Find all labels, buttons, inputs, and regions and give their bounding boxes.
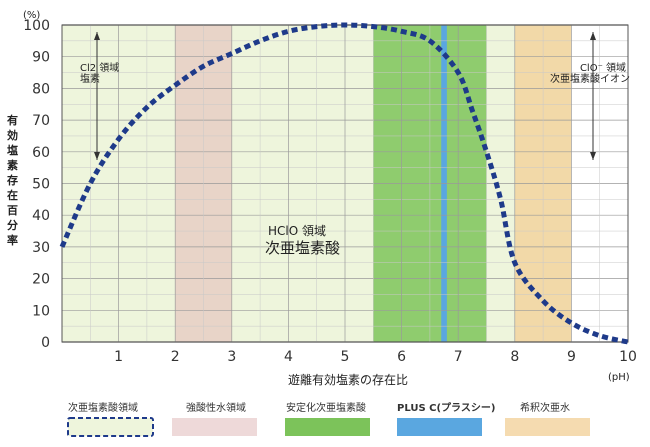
x-tick-label-1: 2 xyxy=(171,349,180,365)
y-tick-label-7: 70 xyxy=(32,113,50,129)
x-tick-label-5: 6 xyxy=(397,349,406,365)
x-tick-label-8: 9 xyxy=(567,349,576,365)
y-title-char-8: 率 xyxy=(7,233,18,247)
legend-swatch-4 xyxy=(505,418,590,436)
legend-swatch-2 xyxy=(285,418,370,436)
y-title-char-3: 素 xyxy=(7,158,18,172)
x-tick-label-2: 3 xyxy=(227,349,236,365)
legend-swatch-1 xyxy=(172,418,257,436)
y-title-char-0: 有 xyxy=(7,113,18,127)
legend-label-2: 安定化次亜塩素酸 xyxy=(286,401,366,414)
annotation-cl2-line2: 塩素 xyxy=(80,72,100,85)
y-title-char-1: 効 xyxy=(7,128,18,142)
x-tick-label-6: 7 xyxy=(454,349,463,365)
annotation-hclo-line2: 次亜塩素酸 xyxy=(265,239,340,257)
y-tick-label-5: 50 xyxy=(32,177,50,193)
legend-swatch-3 xyxy=(397,418,482,436)
x-tick-label-9: 10 xyxy=(619,349,637,365)
legend: 次亜塩素酸領域 強酸性水領域 安定化次亜塩素酸 PLUS C(プラスシー) 希釈次亜水 xyxy=(67,401,590,437)
ticks-layer: 0 10 20 30 40 50 60 70 80 90 100 1 2 3 4 5 6 7 8 9 10 xyxy=(23,18,637,365)
y-tick-label-9: 90 xyxy=(32,50,50,66)
y-tick-label-0: 0 xyxy=(41,335,50,351)
y-tick-label-4: 40 xyxy=(32,208,50,224)
y-title-char-7: 分 xyxy=(7,218,18,232)
legend-swatch-0 xyxy=(67,417,154,437)
y-title-char-5: 在 xyxy=(7,188,18,202)
y-title-char-2: 塩 xyxy=(7,143,18,157)
annotation-cl2-line1: Cl2 領域 xyxy=(80,61,119,74)
y-tick-label-2: 20 xyxy=(32,272,50,288)
legend-label-3: PLUS C(プラスシー) xyxy=(397,401,495,414)
y-title-char-4: 存 xyxy=(7,173,18,187)
y-tick-label-3: 30 xyxy=(32,240,50,256)
x-tick-label-4: 5 xyxy=(341,349,350,365)
annotation-clo-line1: ClO⁻ 領域 xyxy=(580,61,626,74)
y-unit-label: (%) xyxy=(23,10,40,21)
x-unit-label: (pH) xyxy=(608,372,630,383)
y-tick-label-10: 100 xyxy=(23,18,50,34)
series-line xyxy=(59,22,629,345)
x-axis-title: 遊離有効塩素の存在比 xyxy=(288,372,408,387)
y-tick-label-8: 80 xyxy=(32,81,50,97)
annotation-arrows xyxy=(94,32,596,160)
y-title-char-6: 百 xyxy=(7,204,18,217)
grid-layer xyxy=(61,24,629,343)
y-tick-label-6: 60 xyxy=(32,145,50,161)
y-tick-label-1: 10 xyxy=(32,303,50,319)
annotation-hclo-line1: HClO 領域 xyxy=(268,223,326,238)
x-tick-label-3: 4 xyxy=(284,349,293,365)
legend-label-4: 希釈次亜水 xyxy=(520,401,570,414)
legend-label-1: 強酸性水領域 xyxy=(186,401,246,414)
legend-label-0: 次亜塩素酸領域 xyxy=(68,401,138,414)
x-tick-label-7: 8 xyxy=(510,349,519,365)
annotation-clo-line2: 次亜塩素酸イオン xyxy=(550,72,630,85)
x-tick-label-0: 1 xyxy=(114,349,123,365)
series-layer xyxy=(59,22,629,345)
